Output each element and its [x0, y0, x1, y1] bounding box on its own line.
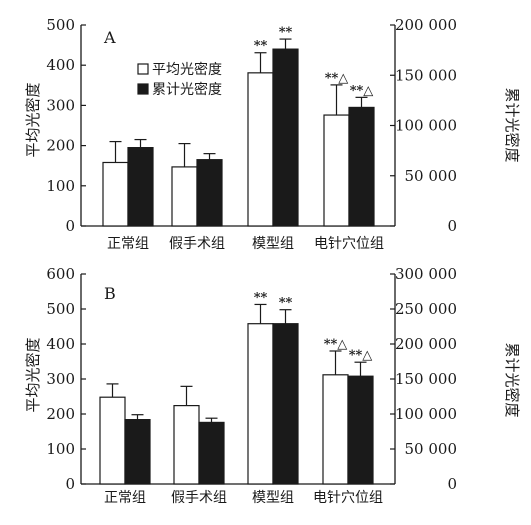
significance-mark: **△: [324, 337, 348, 352]
y-tick-label-right: 300 000: [395, 265, 457, 283]
y-tick-label-left: 0: [65, 217, 75, 235]
y-tick-label-right: 200 000: [395, 16, 457, 34]
significance-mark: **: [279, 296, 293, 311]
bar: [102, 161, 129, 227]
bar: [247, 323, 274, 485]
y-tick-label-left: 0: [65, 475, 75, 493]
y-tick-label-left: 600: [46, 265, 75, 283]
bar: [173, 405, 200, 485]
y-tick-label-left: 100: [46, 177, 75, 195]
bar: [323, 114, 350, 227]
significance-mark: **: [254, 290, 268, 305]
y-tick-label-left: 200: [46, 137, 75, 155]
y-tick-label-right: 0: [447, 475, 457, 493]
y-tick-label-left: 300: [46, 96, 75, 114]
x-category-label: 模型组: [252, 236, 294, 252]
x-category-label: 电针穴位组: [313, 490, 383, 506]
y-tick-label-right: 50 000: [405, 167, 458, 185]
chart-panel-B: 0 100 200 300 400 500 600 0 50 000 100 000 150 000…: [24, 265, 521, 506]
legend-swatch: [137, 83, 149, 95]
bar: [171, 166, 198, 227]
y-tick-label-left: 300: [46, 370, 75, 388]
bar: [272, 48, 299, 227]
panel-label: B: [104, 284, 116, 303]
y-axis-title-left: 平均光密度: [24, 82, 42, 157]
y-tick-label-left: 500: [46, 16, 75, 34]
y-tick-label-right: 100 000: [395, 117, 457, 135]
y-tick-label-right: 50 000: [405, 440, 458, 458]
bar: [99, 396, 126, 485]
y-tick-label-right: 150 000: [395, 66, 457, 84]
x-category-label: 正常组: [104, 490, 146, 506]
y-tick-label-right: 100 000: [395, 405, 457, 423]
x-category-label: 假手术组: [171, 490, 227, 506]
significance-mark: **: [279, 25, 293, 40]
y-tick-label-right: 250 000: [395, 300, 457, 318]
significance-mark: **△: [325, 71, 349, 86]
legend-label: 平均光密度: [152, 61, 222, 78]
y-tick-label-right: 200 000: [395, 335, 457, 353]
legend-label: 累计光密度: [152, 81, 222, 98]
bar: [127, 147, 154, 227]
bar: [247, 72, 274, 227]
y-tick-label-left: 400: [46, 56, 75, 74]
x-category-label: 电针穴位组: [314, 236, 384, 252]
y-tick-label-right: 150 000: [395, 370, 457, 388]
y-tick-label-left: 400: [46, 335, 75, 353]
y-axis-title-right: 累计光密度: [503, 87, 521, 162]
bar: [196, 159, 223, 227]
chart-panel-A: 0 100 200 300 400 500 0 50 000 100 000 150 000 200…: [24, 16, 521, 252]
significance-mark: **△: [349, 348, 373, 363]
x-category-label: 正常组: [107, 236, 149, 252]
legend-swatch: [137, 63, 149, 75]
bar: [347, 375, 374, 485]
bar: [322, 374, 349, 485]
significance-mark: **△: [350, 83, 374, 98]
bar: [272, 323, 299, 485]
y-tick-label-left: 500: [46, 300, 75, 318]
y-axis-title-right: 累计光密度: [503, 342, 521, 417]
bar: [124, 419, 151, 485]
x-category-label: 模型组: [252, 490, 294, 506]
significance-mark: **: [254, 39, 268, 54]
y-axis-title-left: 平均光密度: [24, 337, 42, 412]
bar: [198, 421, 225, 485]
y-tick-label-left: 100: [46, 440, 75, 458]
y-tick-label-left: 200: [46, 405, 75, 423]
x-category-label: 假手术组: [169, 236, 225, 252]
panel-label: A: [103, 28, 116, 47]
y-tick-label-right: 0: [447, 217, 457, 235]
bar: [348, 106, 375, 227]
